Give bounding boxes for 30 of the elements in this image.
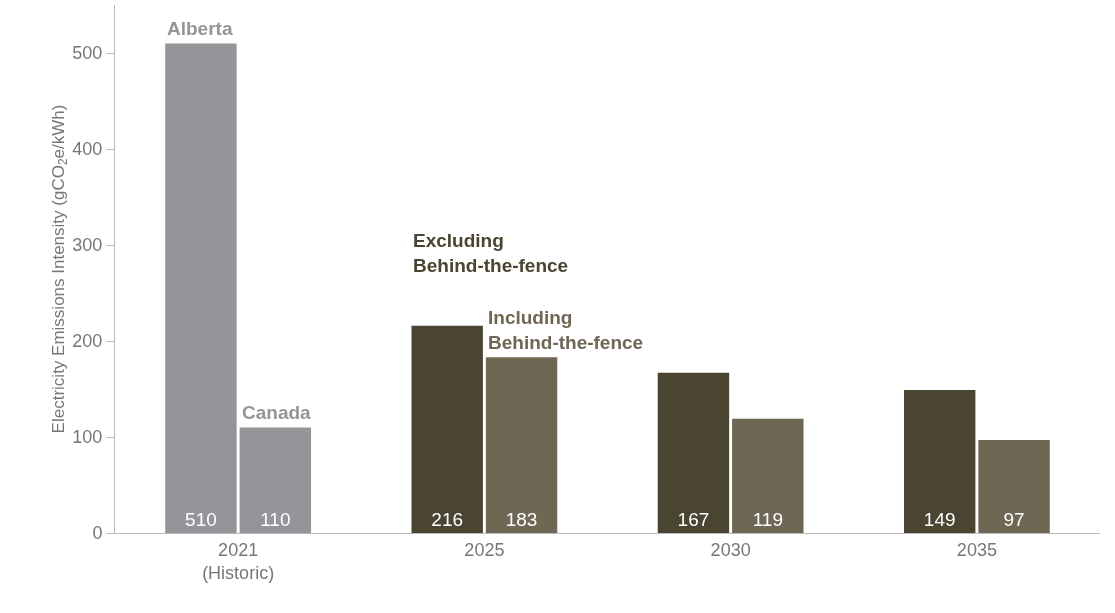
data-label: 110 bbox=[260, 509, 291, 530]
bar bbox=[411, 325, 483, 533]
data-label: 183 bbox=[505, 509, 538, 530]
series-label: Alberta bbox=[167, 18, 233, 39]
y-tick-label: 400 bbox=[72, 139, 103, 160]
x-tick-label: 2035 bbox=[956, 539, 997, 560]
data-label: 510 bbox=[185, 509, 217, 530]
y-tick-label: 100 bbox=[72, 427, 103, 448]
data-label: 149 bbox=[923, 509, 956, 530]
bar bbox=[978, 439, 1050, 533]
bar bbox=[239, 427, 312, 533]
data-label: 167 bbox=[677, 509, 710, 530]
x-tick-label: 2030 bbox=[710, 539, 751, 560]
y-tick-label: 500 bbox=[72, 43, 103, 64]
y-tick-label: 200 bbox=[72, 331, 103, 352]
data-label: 119 bbox=[752, 509, 783, 530]
bar bbox=[732, 418, 804, 533]
data-label: 97 bbox=[1003, 509, 1025, 530]
bar bbox=[657, 372, 730, 533]
bar bbox=[485, 357, 558, 533]
data-label: 216 bbox=[431, 509, 464, 530]
bar bbox=[165, 43, 237, 533]
bar bbox=[903, 389, 976, 533]
series-label: Canada bbox=[242, 402, 312, 423]
x-tick-label: 2021 (Historic) bbox=[202, 539, 275, 583]
text: Excluding Behind-the-fence bbox=[413, 230, 569, 276]
series-label: Including Behind-the-fence bbox=[488, 307, 644, 353]
x-tick-label: 2025 bbox=[464, 539, 505, 560]
y-tick-label: 0 bbox=[92, 523, 103, 544]
y-tick-label: 300 bbox=[72, 235, 103, 256]
